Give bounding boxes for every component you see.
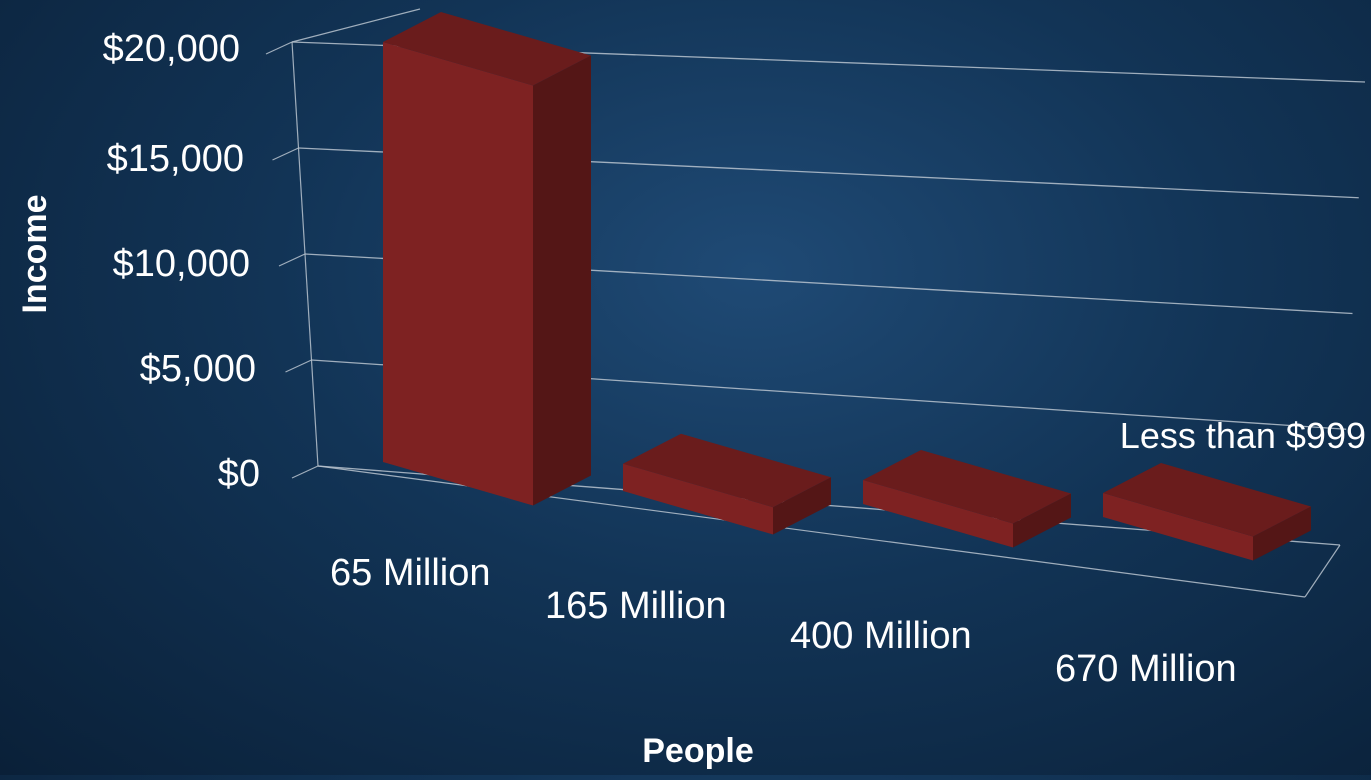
bar-top-face-3 bbox=[1103, 463, 1311, 537]
bar-3 bbox=[1103, 463, 1311, 561]
x-category-label-2: 400 Million bbox=[790, 615, 972, 657]
side-tick-3 bbox=[272, 147, 299, 161]
bar-side-face-2 bbox=[1013, 493, 1071, 548]
bar-front-face-2 bbox=[863, 480, 1013, 548]
y-tick-label-0: $0 bbox=[218, 453, 260, 495]
bar-layer bbox=[383, 12, 1311, 561]
floor-right-edge bbox=[1304, 544, 1341, 598]
bar-front-face-1 bbox=[623, 463, 773, 535]
side-wall-top-edge bbox=[291, 8, 421, 43]
bar-front-face-3 bbox=[1103, 493, 1253, 561]
side-tick-0 bbox=[291, 465, 319, 479]
bar-1 bbox=[623, 433, 831, 535]
side-tick-4 bbox=[265, 41, 293, 55]
annotation-less-than: Less than $999 bbox=[1120, 415, 1366, 456]
side-tick-2 bbox=[278, 253, 306, 267]
side-tick-1 bbox=[285, 359, 312, 373]
back-wall-left-edge bbox=[291, 41, 319, 467]
bar-side-face-0 bbox=[533, 55, 591, 506]
bar-side-face-3 bbox=[1253, 506, 1311, 561]
bar-top-face-1 bbox=[623, 433, 831, 508]
x-category-label-3: 670 Million bbox=[1055, 648, 1237, 690]
y-tick-label-3: $15,000 bbox=[107, 138, 244, 180]
x-axis-title: People bbox=[642, 732, 753, 770]
label-layer: $0 $5,000 $10,000 $15,000 $20,000 65 Mil… bbox=[16, 28, 1366, 770]
bar-2 bbox=[863, 450, 1071, 548]
y-axis-title: Income bbox=[16, 194, 54, 313]
y-tick-label-1: $5,000 bbox=[140, 348, 256, 390]
bar-top-face-0 bbox=[383, 12, 591, 86]
bar-front-face-0 bbox=[383, 42, 533, 506]
y-tick-label-4: $20,000 bbox=[103, 28, 240, 70]
y-tick-label-2: $10,000 bbox=[113, 243, 250, 285]
x-category-label-0: 65 Million bbox=[330, 552, 491, 594]
bar-side-face-1 bbox=[773, 477, 831, 535]
bar-0 bbox=[383, 12, 591, 506]
bar-top-face-2 bbox=[863, 450, 1071, 524]
x-category-label-1: 165 Million bbox=[545, 585, 727, 627]
